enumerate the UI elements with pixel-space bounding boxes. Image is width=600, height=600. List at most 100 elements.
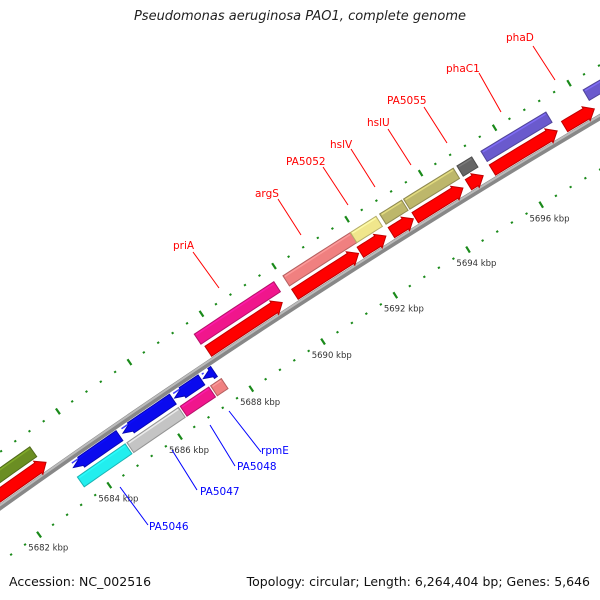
kbp-tick-label: 5686 kbp — [169, 446, 209, 456]
feature-highlight — [584, 80, 600, 92]
tick-minor — [121, 473, 125, 477]
tick-major — [177, 433, 183, 441]
tick-minor — [554, 194, 558, 198]
leader-line-hslV — [350, 148, 376, 188]
tick-minor — [335, 330, 339, 334]
feature-highlight — [0, 463, 37, 491]
tick-minor — [79, 503, 83, 507]
tick-minor — [478, 135, 482, 139]
feature-highlight — [0, 448, 31, 471]
tick-minor — [422, 275, 426, 279]
accession-text: Accession: NC_002516 — [9, 574, 152, 589]
tick-minor — [597, 64, 600, 67]
feature-highlight — [284, 233, 351, 278]
gene-label-PA5048: PA5048 — [237, 461, 277, 473]
tick-minor — [0, 449, 3, 453]
gene-label-PA5052: PA5052 — [286, 156, 326, 168]
map-title: Pseudomonas aeruginosa PAO1, complete ge… — [133, 9, 467, 24]
tick-minor — [221, 406, 225, 410]
feature-PA5052 — [349, 215, 384, 244]
kbp-tick-label: 5682 kbp — [28, 544, 68, 554]
kbp-tick-label: 5692 kbp — [384, 305, 424, 315]
gene-label-PA5046: PA5046 — [149, 521, 189, 533]
tick-major — [417, 169, 424, 177]
tick-minor — [70, 399, 74, 403]
tick-minor — [93, 493, 97, 497]
tick-minor — [448, 153, 452, 157]
feature-argS-cds — [290, 251, 360, 300]
tick-minor — [258, 274, 261, 278]
tick-minor — [525, 212, 528, 216]
gene-label-phaC1: phaC1 — [446, 63, 480, 75]
tick-minor — [164, 444, 168, 448]
feature-highlight — [195, 283, 274, 336]
tick-minor — [582, 72, 586, 76]
tick-minor — [307, 349, 311, 353]
tick-major — [248, 385, 255, 393]
leader-line-hslU — [387, 128, 412, 166]
tick-minor — [51, 523, 55, 527]
leader-line-PA5055 — [423, 106, 448, 144]
feature-highlight — [121, 400, 163, 430]
feature-phaD-cds — [560, 106, 595, 133]
gene-label-rpmE: rpmE — [261, 445, 289, 457]
feature-rpmE-cds — [202, 365, 219, 380]
tick-major — [465, 246, 471, 254]
feature-highlight — [563, 109, 585, 123]
feature-gene-left — [0, 446, 38, 484]
feature-PA5046-cds — [72, 429, 124, 469]
tick-major — [491, 124, 498, 132]
tick-minor — [42, 419, 46, 423]
tick-minor — [522, 108, 526, 112]
tick-minor — [85, 390, 88, 394]
tick-minor — [463, 144, 467, 148]
feature-phaC1-cds — [488, 128, 558, 176]
tick-minor — [583, 176, 587, 180]
tick-minor — [437, 266, 441, 270]
tick-minor — [228, 293, 232, 297]
feature-hslV-cds — [387, 216, 415, 239]
tick-major — [126, 358, 133, 366]
feature-highlight — [201, 372, 205, 375]
tick-major — [566, 79, 572, 87]
tick-minor — [65, 513, 69, 517]
tick-minor — [99, 380, 103, 384]
tick-minor — [507, 117, 511, 121]
tick-major — [36, 531, 42, 539]
feature-highlight — [358, 236, 376, 249]
kbp-tick-label: 5690 kbp — [312, 351, 352, 361]
tick-minor — [150, 454, 154, 458]
feature-highlight — [466, 176, 474, 181]
tick-minor — [287, 255, 291, 259]
backbone-highlight — [0, 114, 600, 507]
tick-minor — [330, 227, 334, 230]
tick-minor — [481, 239, 485, 242]
feature-highlight — [413, 188, 453, 214]
tick-minor — [389, 190, 393, 193]
leader-line-phaC1 — [478, 72, 502, 113]
tick-minor — [364, 312, 368, 316]
feature-highlight — [172, 380, 192, 395]
tick-minor — [171, 331, 175, 335]
feature-phaC1 — [480, 111, 553, 163]
gene-label-hslU: hslU — [367, 117, 390, 129]
gene-label-PA5055: PA5055 — [387, 95, 427, 107]
feature-highlight — [293, 254, 349, 291]
feature-highlight — [71, 436, 110, 464]
tick-minor — [243, 283, 247, 287]
kbp-tick-label: 5688 kbp — [240, 398, 280, 408]
leader-line-PA5047 — [171, 449, 198, 491]
backbone-line — [0, 113, 600, 511]
feature-hslU-cds — [411, 185, 464, 224]
tick-minor — [9, 553, 13, 556]
gene-label-hslV: hslV — [330, 139, 353, 151]
kbp-tick-label: 5696 kbp — [529, 214, 569, 224]
tick-minor — [214, 302, 218, 306]
tick-major — [271, 262, 277, 270]
tick-minor — [537, 99, 541, 103]
tick-minor — [495, 230, 499, 233]
feature-PA5048-cds — [173, 374, 206, 399]
tick-minor — [192, 425, 196, 429]
